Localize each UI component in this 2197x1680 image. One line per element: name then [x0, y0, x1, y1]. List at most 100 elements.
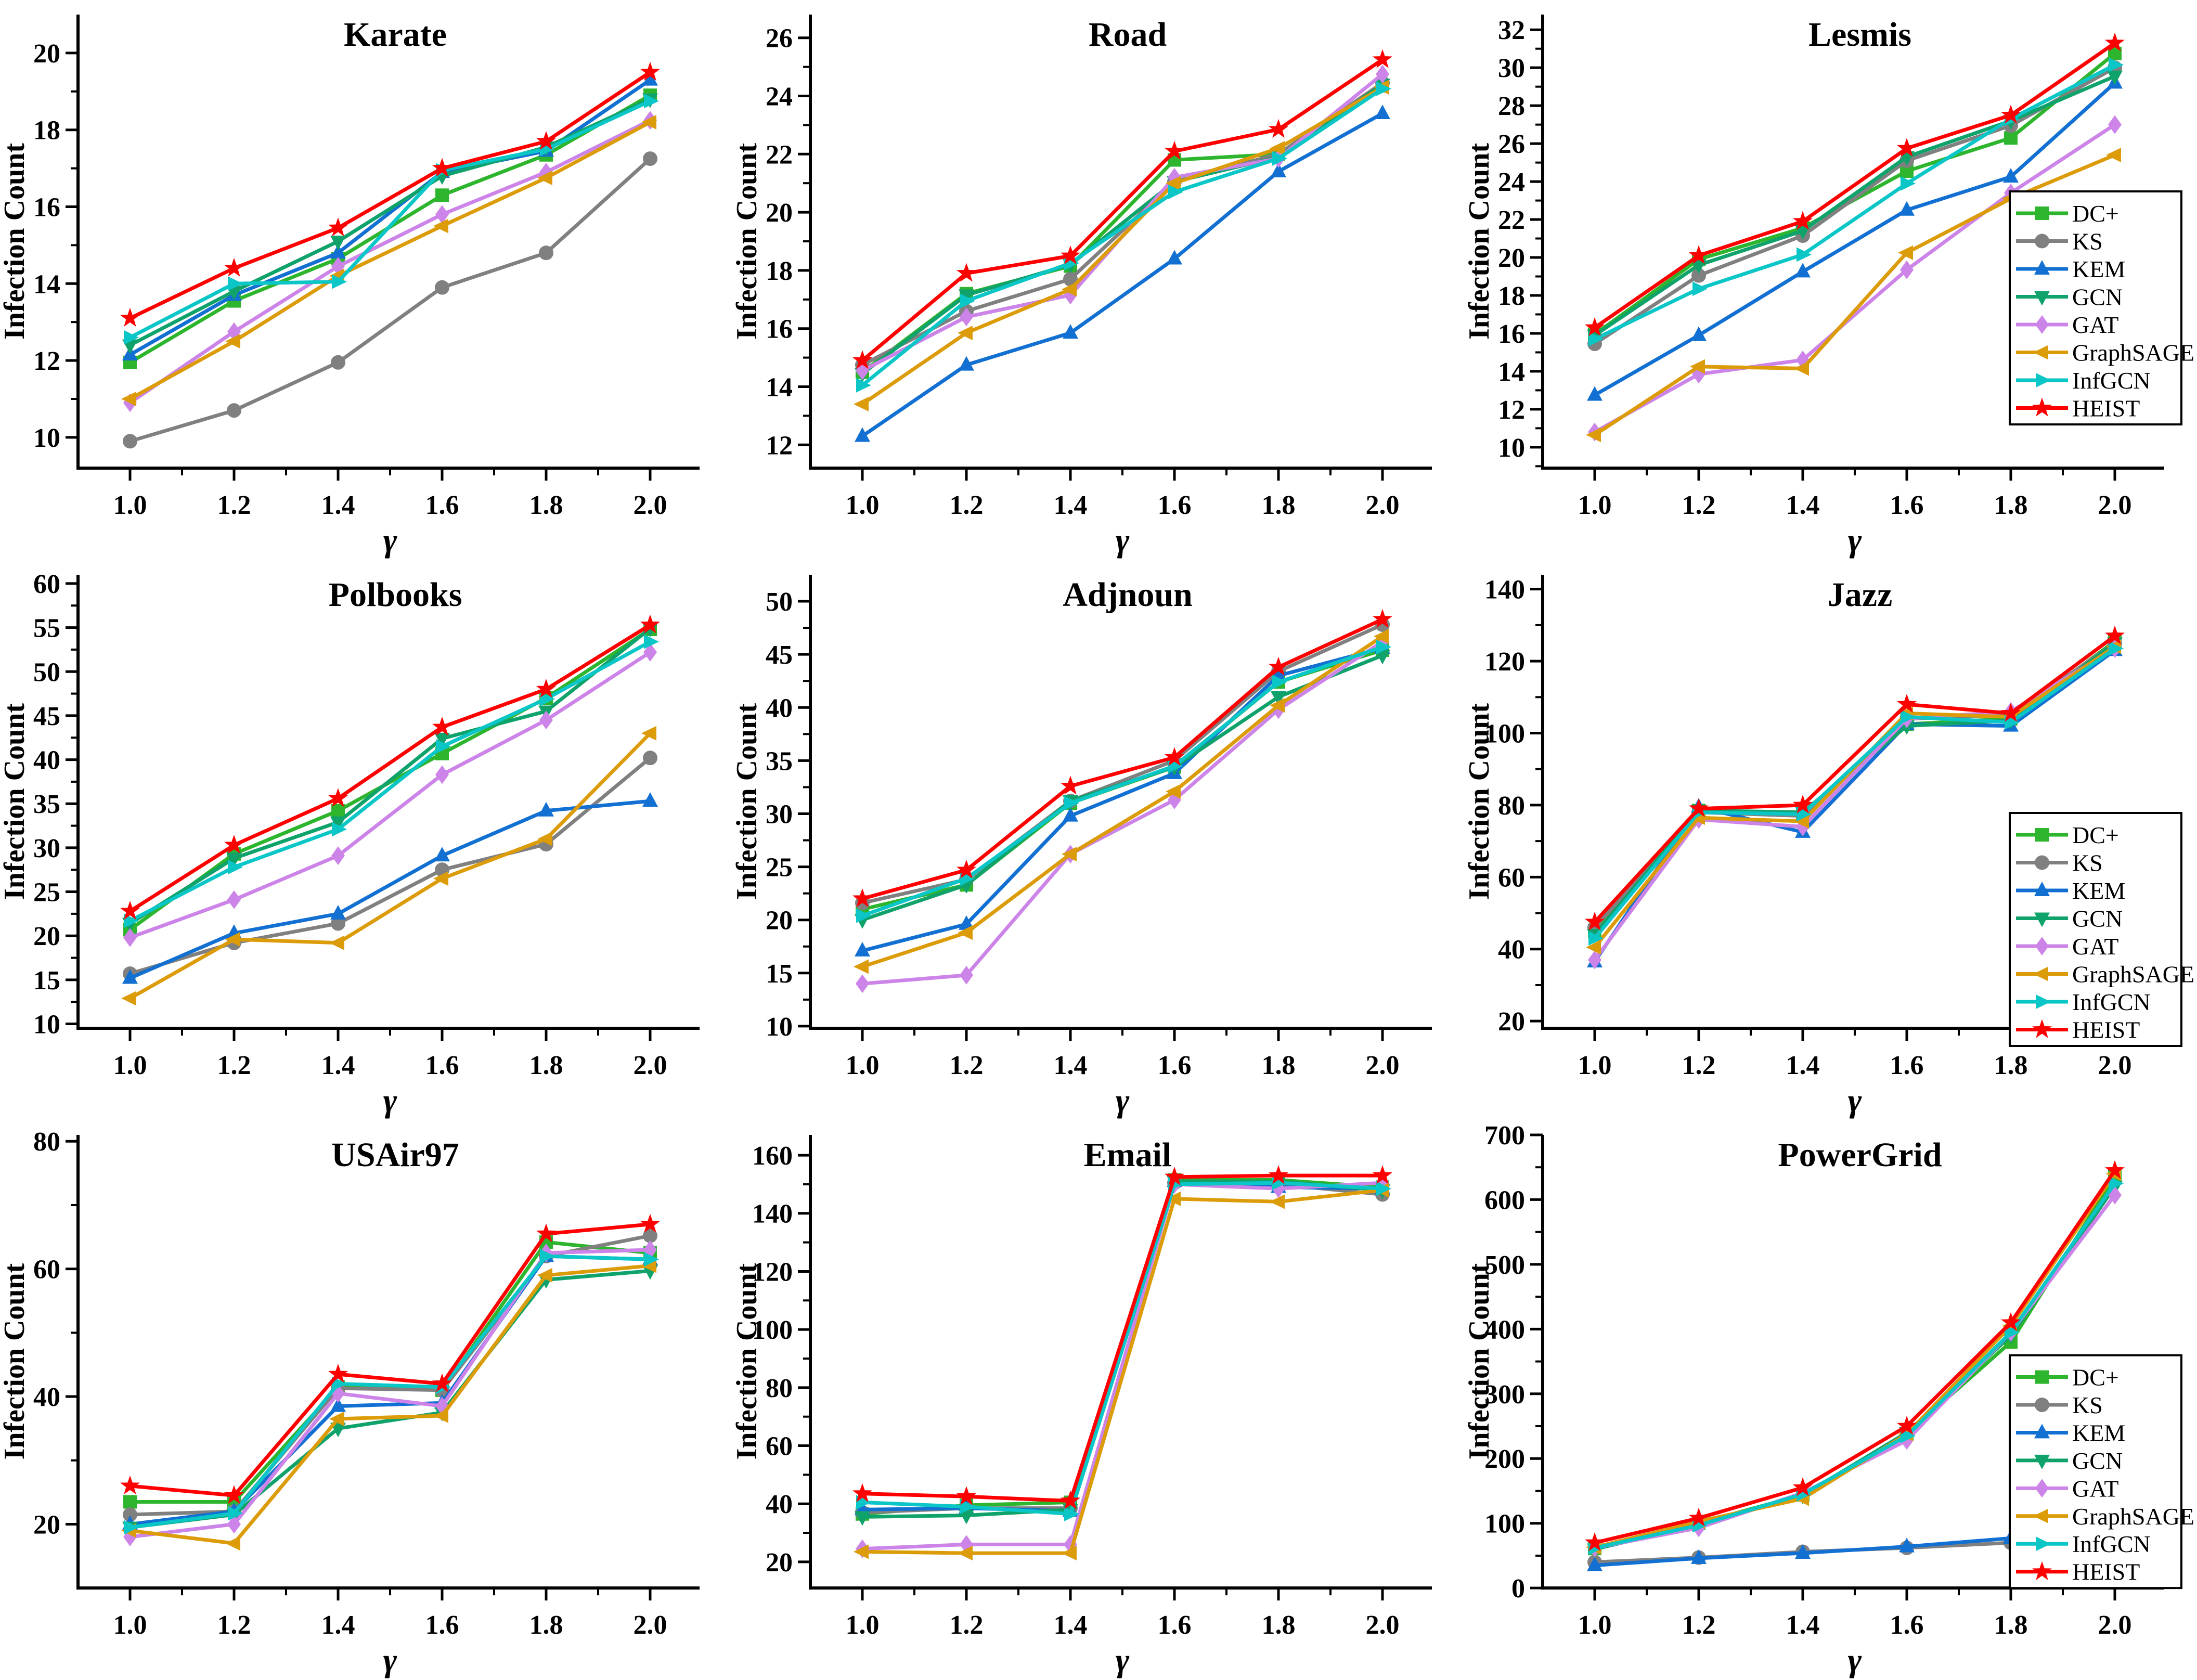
legend-entry-GraphSAGE: GraphSAGE	[2016, 961, 2194, 988]
y-tick-label: 50	[766, 587, 793, 617]
triangle-left-marker-icon	[225, 1536, 240, 1551]
x-axis-label: γ	[383, 1082, 397, 1119]
circle-marker-icon	[2035, 855, 2049, 870]
series-line-HEIST	[860, 1173, 1385, 1503]
series-KEM	[122, 71, 658, 360]
triangle-right-marker-icon	[332, 822, 347, 837]
triangle-right-marker-icon	[228, 860, 243, 875]
triangle-down-marker-icon	[2034, 912, 2050, 927]
x-tick-label: 1.2	[950, 1610, 984, 1640]
x-axis-label: γ	[1848, 1642, 1862, 1678]
legend-label: GCN	[2072, 284, 2123, 311]
triangle-up-marker-icon	[642, 792, 658, 807]
series-HEIST	[852, 609, 1393, 908]
series-HEIST	[1584, 32, 2125, 337]
triangle-up-marker-icon	[122, 969, 138, 984]
legend-entry-GAT: GAT	[2016, 1475, 2118, 1502]
series-line-InfGCN	[860, 645, 1385, 918]
series-line-GAT	[860, 1181, 1385, 1551]
x-tick-label: 1.0	[113, 490, 147, 520]
triangle-right-marker-icon	[1064, 1506, 1079, 1521]
y-axis-label: Infection Count	[0, 143, 31, 340]
series-line-GraphSAGE	[128, 1264, 652, 1545]
chart-canvas-8: 0 100 200 300 400 500 600 700 1.0 1.2 1.4 1.6 1.8 2.0…	[1465, 1121, 2194, 1678]
series-line-KS	[1593, 66, 2117, 346]
y-tick-label: 60	[1498, 863, 1525, 893]
triangle-left-marker-icon	[1586, 428, 1601, 443]
star-marker-icon	[2032, 397, 2052, 417]
diamond-marker-icon	[331, 846, 345, 865]
series-GAT	[856, 1173, 1389, 1558]
y-axis-ticks: 10 12 14 16 18 20	[33, 39, 78, 453]
x-axis-ticks: 1.0 1.2 1.4 1.6 1.8 2.0	[1578, 1028, 2132, 1080]
star-marker-icon	[956, 859, 977, 878]
y-tick-label: 20	[766, 198, 793, 228]
series-line-InfGCN	[860, 1181, 1385, 1516]
series-InfGCN	[124, 1249, 659, 1535]
series-line-KEM	[128, 78, 652, 357]
legend-entry-KS: KS	[2016, 850, 2103, 876]
star-marker-icon	[1688, 798, 1709, 818]
star-marker-icon	[1164, 747, 1185, 766]
star-marker-icon	[1896, 694, 1917, 713]
x-tick-label: 1.0	[1578, 1051, 1612, 1080]
series-line-InfGCN	[128, 1254, 652, 1530]
y-tick-label: 600	[1484, 1185, 1525, 1215]
x-axis-ticks: 1.0 1.2 1.4 1.6 1.8 2.0	[113, 1028, 667, 1080]
chart-canvas-1: 12 14 16 18 20 22 24 26 1.0 1.2 1.4 1.6 1.8 2.0 Road In…	[732, 15, 1432, 559]
star-marker-icon	[1584, 317, 1605, 337]
series-line-HEIST	[128, 623, 652, 913]
chart-panel-powergrid: 0 100 200 300 400 500 600 700 1.0 1.2 1.4 1.6 1.8 2.0…	[1465, 1120, 2197, 1680]
triangle-right-marker-icon	[2005, 1325, 2020, 1340]
series-line-HEIST	[860, 617, 1385, 901]
circle-marker-icon	[1063, 272, 1078, 287]
x-tick-label: 1.8	[1262, 490, 1296, 520]
diamond-marker-icon	[960, 307, 973, 327]
y-tick-label: 0	[1511, 1574, 1525, 1604]
x-tick-label: 1.6	[1158, 490, 1192, 520]
circle-marker-icon	[2035, 1398, 2049, 1412]
y-axis-ticks: 20 40 60 80 100 120 140	[1484, 575, 1543, 1037]
triangle-left-marker-icon	[433, 1408, 448, 1423]
triangle-right-marker-icon	[332, 274, 347, 289]
x-tick-label: 1.0	[846, 1051, 880, 1080]
y-tick-label: 24	[766, 82, 793, 112]
triangle-left-marker-icon	[537, 171, 552, 186]
y-tick-label: 20	[766, 1548, 793, 1578]
star-marker-icon	[432, 158, 453, 177]
circle-marker-icon	[2035, 234, 2049, 249]
legend-entry-GCN: GCN	[2016, 1448, 2123, 1474]
triangle-left-marker-icon	[537, 831, 552, 846]
series-KEM	[855, 105, 1390, 442]
triangle-up-marker-icon	[1587, 1556, 1602, 1571]
y-tick-label: 80	[33, 1127, 60, 1157]
legend-entry-KS: KS	[2016, 1392, 2103, 1418]
triangle-down-marker-icon	[1271, 691, 1286, 706]
y-tick-label: 35	[33, 790, 60, 819]
y-axis-ticks: 10 15 20 25 30 35 40 45 50 55 60	[33, 570, 78, 1040]
chart-panel-email: 20 40 60 80 100 120 140 160 1.0 1.2 1.4 1.6 1.8 2.0 Em…	[732, 1120, 1465, 1680]
triangle-right-marker-icon	[124, 1520, 139, 1535]
axes	[1541, 15, 2164, 470]
chart-panel-lesmis: 10 12 14 16 18 20 22 24 26 28 30 32 1.0 1.2 1.4 1.6 1.8 2…	[1465, 0, 2197, 560]
diamond-marker-icon	[1376, 64, 1389, 84]
x-axis-label: γ	[1848, 1082, 1862, 1119]
chart-title: Jazz	[1828, 576, 1893, 614]
chart-canvas-6: 20 40 60 80 1.0 1.2 1.4 1.6 1.8 2.0 USAir97 Infecti…	[0, 1127, 700, 1678]
legend-label: GraphSAGE	[2072, 961, 2194, 988]
x-axis-label: γ	[383, 1642, 397, 1678]
legend-entry-KEM: KEM	[2016, 1419, 2125, 1446]
y-tick-label: 22	[1498, 205, 1525, 235]
x-axis-ticks: 1.0 1.2 1.4 1.6 1.8 2.0	[846, 468, 1400, 520]
star-marker-icon	[536, 679, 557, 698]
series-KEM	[855, 639, 1390, 957]
y-tick-label: 26	[766, 24, 793, 54]
series-line-InfGCN	[860, 87, 1385, 387]
y-tick-label: 100	[752, 1315, 793, 1345]
x-tick-label: 1.4	[1786, 490, 1820, 520]
triangle-right-marker-icon	[1272, 151, 1287, 166]
star-marker-icon	[1164, 1166, 1185, 1186]
triangle-up-marker-icon	[855, 941, 870, 957]
triangle-up-marker-icon	[1691, 1549, 1707, 1564]
